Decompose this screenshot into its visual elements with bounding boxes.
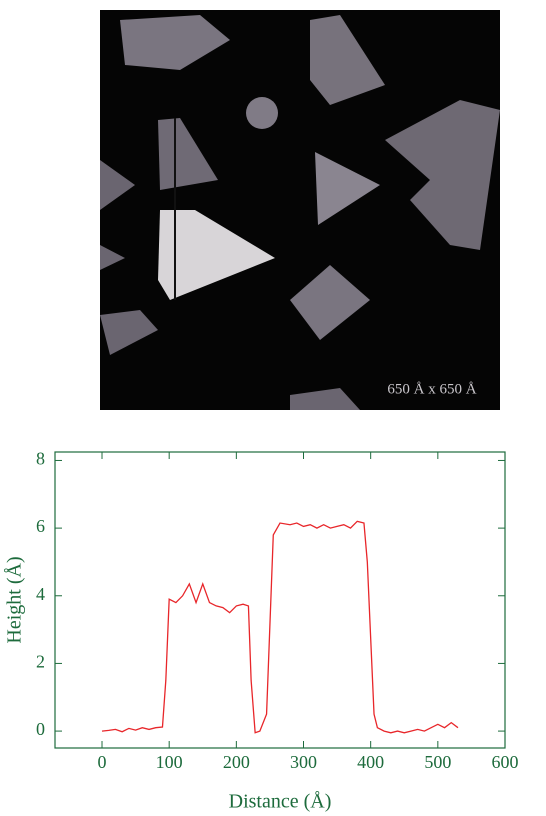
y-tick-label: 6 [36,516,45,536]
x-axis-label: Distance (Å) [229,791,332,813]
island [100,160,135,210]
island [120,15,230,70]
island [100,245,125,270]
island [315,152,380,225]
y-axis-label: Height (Å) [4,556,26,643]
island [100,310,158,355]
island [158,210,275,300]
x-tick-label: 300 [290,752,317,772]
profile-line [101,520,459,734]
y-tick-label: 8 [36,449,45,469]
scale-label: 650 Å x 650 Å [387,381,476,397]
island [246,97,278,129]
island [310,15,385,105]
x-tick-label: 100 [156,752,183,772]
island [290,265,370,340]
stm-image: 650 Å x 650 Å [100,10,500,410]
x-tick-label: 600 [492,752,519,772]
y-tick-label: 2 [36,652,45,672]
island [290,388,360,410]
island [158,118,218,190]
x-tick-label: 0 [98,752,107,772]
y-tick-label: 4 [36,584,45,604]
plot-frame [54,451,506,749]
x-tick-label: 400 [357,752,384,772]
y-tick-label: 0 [36,719,45,739]
x-tick-label: 500 [424,752,451,772]
x-tick-label: 200 [223,752,250,772]
island [385,100,500,250]
